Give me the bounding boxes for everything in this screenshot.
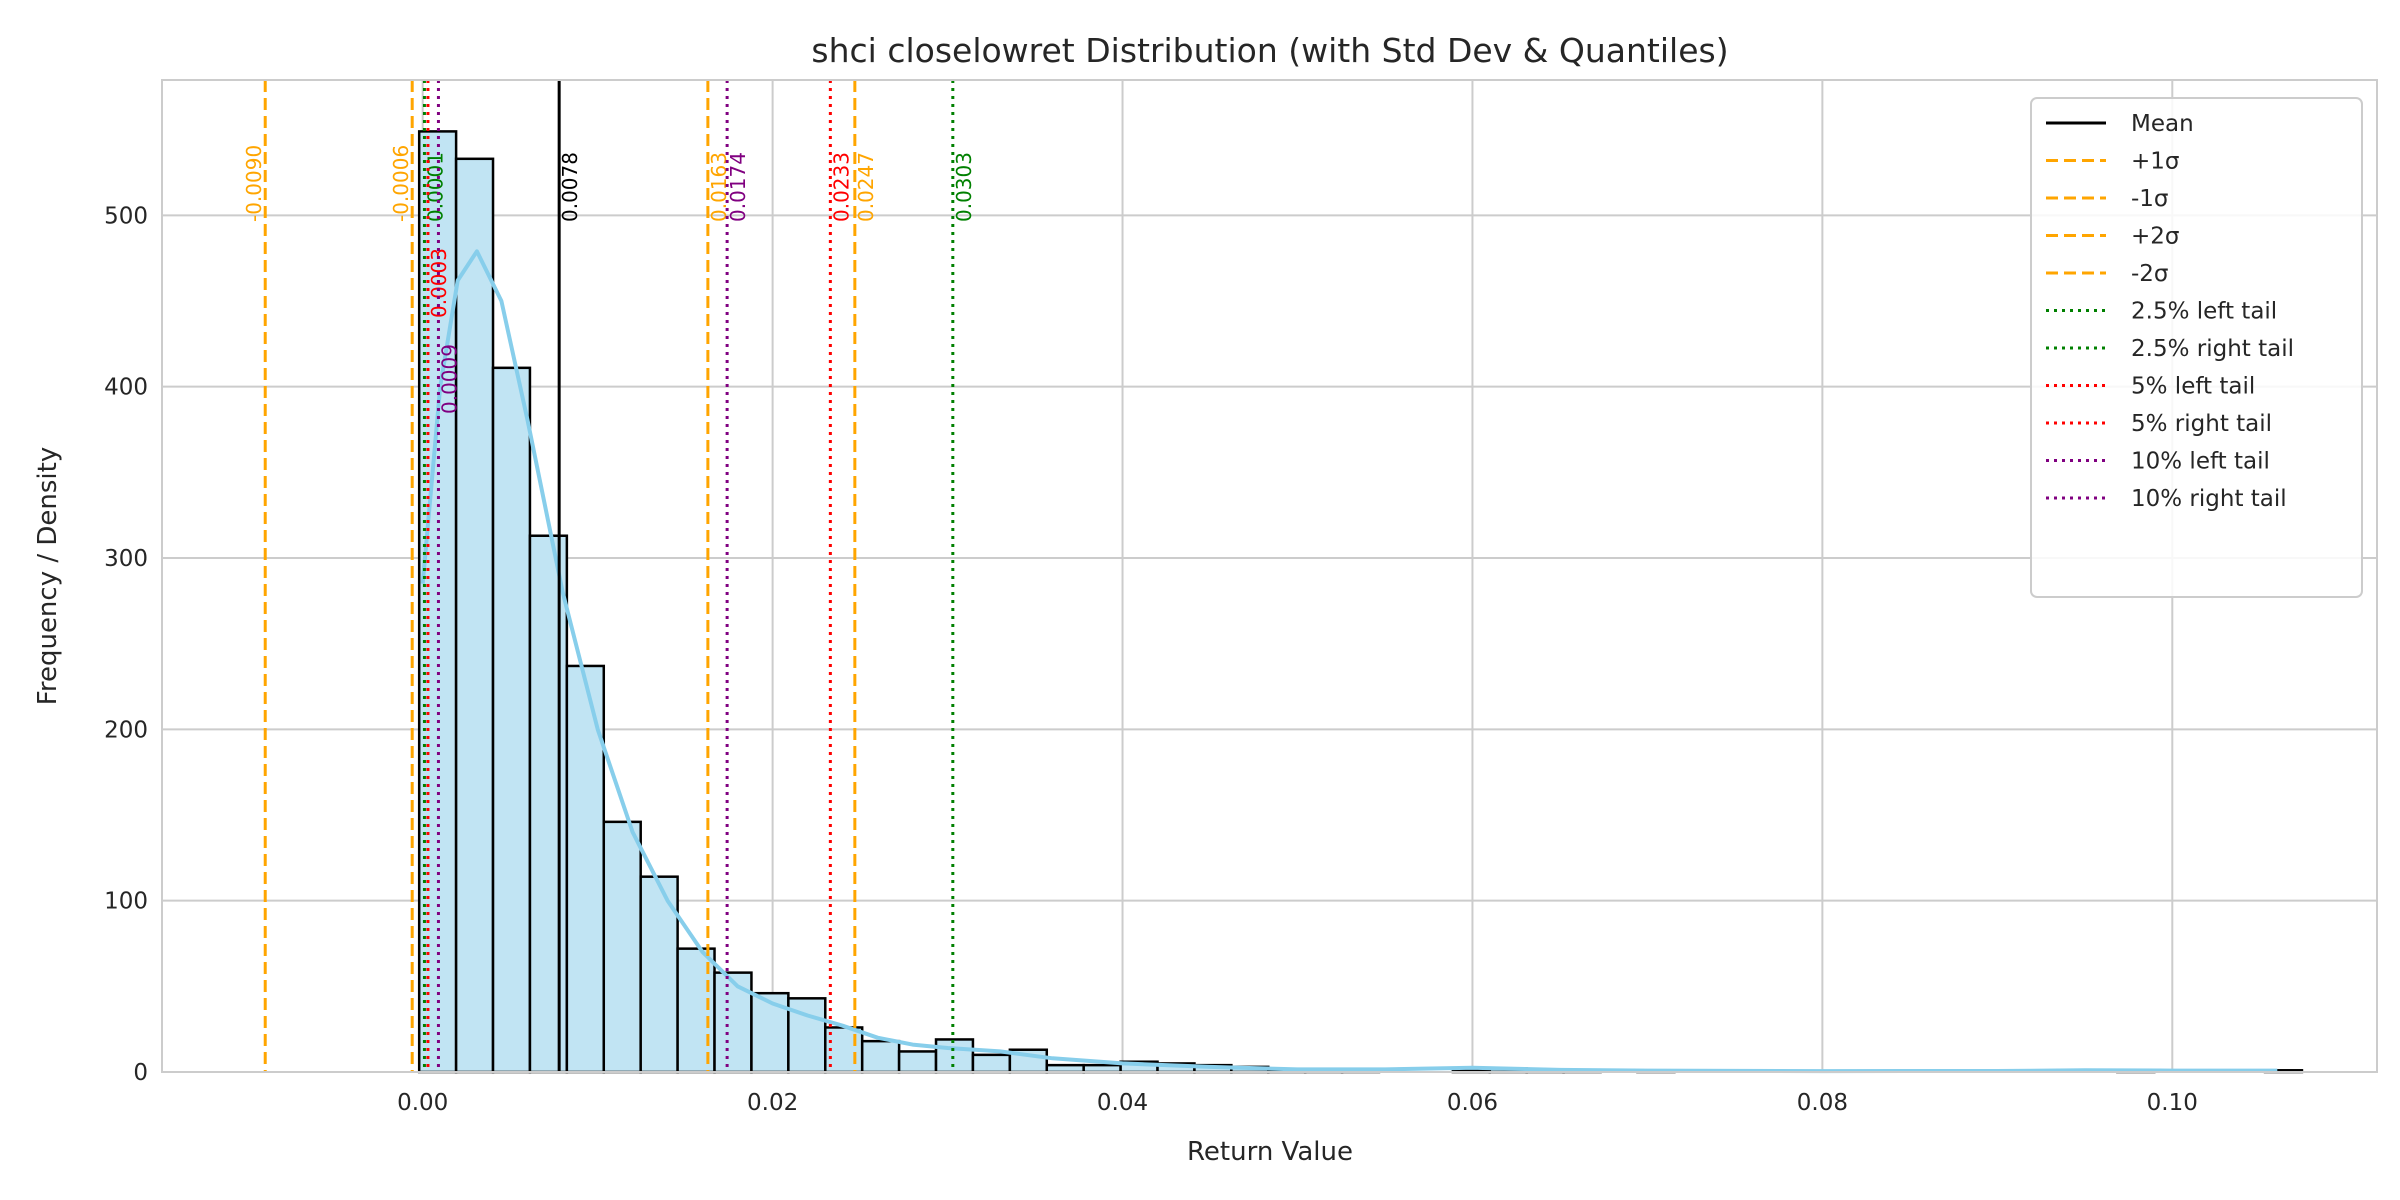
histogram-bar: [860, 1039, 901, 1074]
legend-label: +2σ: [2131, 224, 2179, 250]
axis-ticks: 0.00 0.02 0.04 0.06 0.08 0.10 0 100 200 300 400 500: [104, 203, 2198, 1116]
x-tick-label: 0.08: [1797, 1090, 1848, 1116]
reference-line-label: 0.0009: [437, 344, 461, 414]
x-axis-label: Return Value: [1187, 1137, 1353, 1167]
legend-label: 5% left tail: [2131, 374, 2255, 400]
histogram-bar: [602, 820, 642, 1074]
legend-label: 2.5% left tail: [2131, 299, 2277, 325]
x-tick-label: 0.06: [1447, 1090, 1498, 1116]
histogram-bar: [934, 1038, 975, 1074]
histogram-bar: [1045, 1063, 1085, 1074]
legend-label: 10% left tail: [2131, 449, 2270, 475]
histogram-bar: [491, 366, 532, 1074]
y-tick-label: 100: [104, 889, 148, 915]
reference-line-label: 0.0233: [829, 152, 853, 222]
x-tick-label: 0.10: [2147, 1090, 2198, 1116]
kde-line: [420, 249, 2278, 1074]
reference-line-label: 0.0303: [952, 152, 976, 222]
y-tick-label: 0: [133, 1060, 148, 1086]
legend-label: -2σ: [2131, 261, 2169, 287]
legend: Mean +1σ -1σ +2σ -2σ 2.5% left tail 2.5% right…: [2030, 97, 2363, 598]
legend-label: 10% right tail: [2131, 486, 2287, 512]
reference-line-label: -0.0090: [242, 145, 266, 222]
legend-label: Mean: [2131, 111, 2194, 137]
y-axis-label: Frequency / Density: [33, 447, 63, 705]
chart-title: shci closelowret Distribution (with Std …: [811, 31, 1728, 70]
y-tick-label: 200: [104, 717, 148, 743]
plot-frame: [161, 79, 2378, 1073]
histogram-bar: [454, 157, 495, 1074]
legend-box: [2030, 97, 2363, 598]
histogram-bar: [713, 971, 753, 1074]
histogram-bar: [897, 1050, 938, 1074]
y-tick-label: 500: [104, 203, 148, 229]
histogram-bar: [1082, 1063, 1122, 1074]
histogram-bar: [528, 534, 569, 1074]
reference-line-label: 0.0174: [726, 152, 750, 222]
reference-line-label: -0.0006: [389, 145, 413, 222]
reference-line-label: 0.0078: [558, 152, 582, 222]
x-tick-label: 0.02: [747, 1090, 798, 1116]
legend-label: 2.5% right tail: [2131, 336, 2294, 362]
x-tick-label: 0.04: [1097, 1090, 1148, 1116]
histogram-bar: [971, 1053, 1012, 1074]
kde-curve: [420, 249, 2278, 1074]
x-tick-label: 0.00: [397, 1090, 448, 1116]
legend-label: +1σ: [2131, 149, 2179, 175]
y-tick-label: 400: [104, 375, 148, 401]
legend-label: 5% right tail: [2131, 411, 2272, 437]
reference-line-label: 0.0247: [854, 152, 878, 222]
legend-label: -1σ: [2131, 186, 2169, 212]
y-tick-label: 300: [104, 546, 148, 572]
